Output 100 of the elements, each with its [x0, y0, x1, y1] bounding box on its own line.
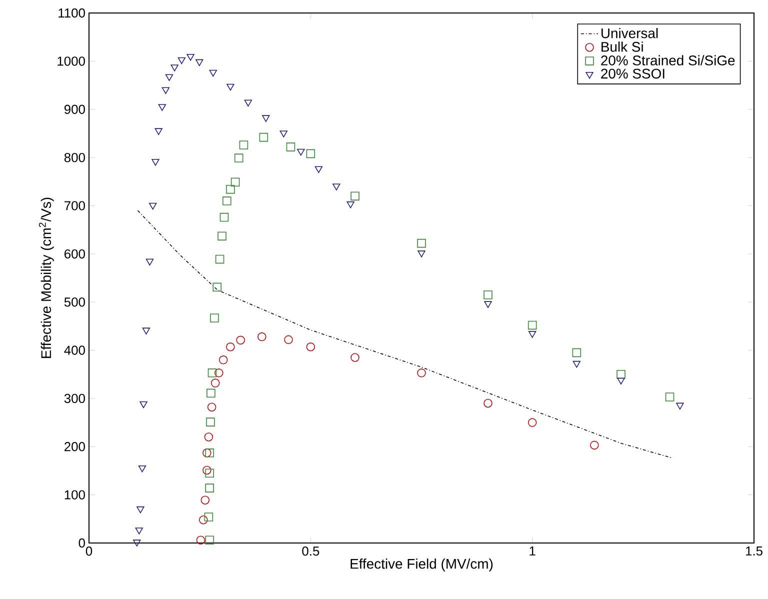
point [222, 196, 232, 206]
legend-label: Bulk Si [602, 42, 643, 52]
point [196, 59, 204, 66]
point [417, 238, 426, 248]
point [205, 536, 214, 544]
point [346, 201, 354, 208]
point [418, 250, 426, 258]
point [484, 398, 492, 408]
point [210, 378, 220, 388]
y-tick-label: 1000 [58, 56, 85, 66]
point [218, 232, 226, 240]
point [226, 184, 235, 194]
point [158, 104, 166, 111]
point [297, 148, 305, 156]
point [170, 64, 178, 72]
x-axis-title: Effective Field (MV/cm) [350, 558, 493, 572]
point [484, 290, 492, 300]
point [140, 401, 148, 408]
point [204, 432, 214, 442]
point [162, 87, 170, 94]
point [286, 142, 296, 152]
point [204, 512, 214, 522]
point [220, 212, 229, 222]
point [332, 184, 340, 190]
point [200, 496, 210, 504]
point [230, 178, 240, 186]
point [186, 54, 194, 61]
y-tick-label: 700 [64, 201, 85, 210]
x-tick-label: 1 [530, 546, 536, 556]
point [208, 368, 217, 378]
point [258, 332, 266, 342]
y-tick-label: 100 [64, 490, 85, 500]
point [226, 342, 235, 352]
point [234, 154, 244, 162]
point [239, 140, 248, 150]
point [209, 70, 217, 77]
legend-label: 20% SSOI [601, 68, 664, 79]
point [236, 336, 246, 345]
point [152, 159, 160, 166]
point [665, 392, 674, 402]
point [572, 348, 582, 358]
point [212, 282, 222, 292]
legend-label: 20% Strained Si/SiGe [601, 55, 735, 66]
y-tick-label: 600 [64, 249, 85, 258]
point [280, 130, 288, 138]
point [210, 314, 219, 322]
point [484, 301, 492, 308]
point [202, 466, 212, 475]
point [617, 378, 625, 385]
point [314, 166, 322, 174]
y-tick-label: 800 [64, 152, 85, 162]
point [215, 254, 224, 264]
point [306, 342, 316, 352]
point [148, 202, 157, 210]
point [198, 515, 208, 524]
y-tick-label: 1100 [58, 8, 85, 18]
point [572, 360, 581, 368]
point [214, 368, 224, 378]
point [205, 468, 214, 478]
x-tick-label: 1.5 [746, 546, 762, 556]
y-tick-label: 900 [64, 104, 85, 114]
y-tick-label: 400 [64, 346, 85, 355]
point [142, 328, 150, 334]
point [146, 258, 154, 266]
point [284, 335, 293, 344]
line-series [137, 210, 674, 459]
point [528, 331, 536, 338]
point [136, 506, 144, 514]
x-tick-label: 0.5 [302, 546, 320, 556]
y-tick-label: 500 [64, 298, 85, 307]
point [528, 418, 537, 427]
point [154, 128, 162, 135]
y-tick-label: 200 [64, 442, 85, 452]
point [133, 540, 141, 546]
point [590, 440, 599, 450]
point [178, 57, 186, 64]
point [206, 418, 215, 426]
point [262, 115, 270, 122]
y-axis-title: Effective Mobility (cm$^{2}$/Vs) [38, 198, 54, 358]
point [350, 192, 360, 200]
point [138, 465, 146, 472]
point [205, 448, 214, 458]
point [207, 402, 216, 412]
point [135, 528, 143, 534]
point [350, 353, 360, 362]
point [165, 74, 174, 81]
point [196, 536, 206, 544]
y-tick-label: 0 [78, 538, 85, 548]
point [244, 100, 252, 107]
point [259, 132, 268, 142]
point [417, 368, 426, 378]
point [205, 484, 214, 492]
point [206, 388, 216, 398]
point [676, 402, 684, 410]
legend-label: Universal [602, 28, 658, 38]
point [218, 356, 228, 364]
y-tick-label: 300 [64, 394, 85, 404]
x-tick-label: 0 [86, 546, 92, 556]
point [528, 320, 537, 330]
point [306, 149, 316, 158]
